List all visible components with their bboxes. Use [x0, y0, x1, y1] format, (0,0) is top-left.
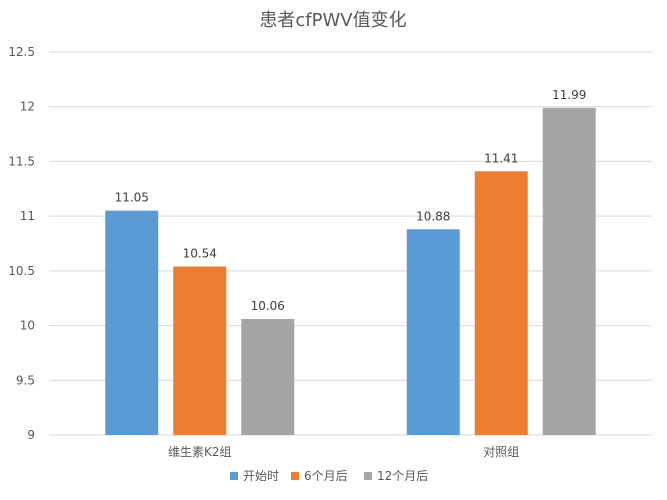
y-tick-label: 12.5 [8, 45, 35, 59]
legend: 开始时 6个月后 12个月后 [230, 469, 428, 483]
bar [474, 171, 528, 435]
data-label: 11.05 [115, 191, 149, 205]
y-tick-label: 10.5 [8, 264, 35, 278]
data-label: 10.54 [183, 246, 217, 260]
data-label: 10.88 [416, 209, 450, 223]
bar [173, 266, 227, 435]
x-axis-categories: 维生素K2组 对照组 [168, 445, 519, 459]
legend-swatch [364, 472, 372, 480]
y-tick-label: 9 [27, 428, 35, 442]
legend-label: 开始时 [243, 469, 279, 483]
y-axis-ticks: 9 9.5 10 10.5 11 11.5 12 12.5 [8, 45, 35, 442]
y-tick-label: 10 [20, 319, 35, 333]
bars [105, 107, 596, 436]
y-tick-label: 9.5 [16, 373, 35, 387]
y-tick-label: 12 [20, 100, 35, 114]
chart-title: 患者cfPWV值变化 [259, 10, 406, 31]
data-labels: 11.05 10.54 10.06 10.88 11.41 11.99 [115, 88, 587, 313]
y-tick-label: 11 [20, 209, 35, 223]
legend-swatch [291, 472, 299, 480]
data-label: 11.41 [484, 151, 518, 165]
data-label: 10.06 [251, 299, 285, 313]
legend-swatch [230, 472, 238, 480]
x-category-label: 对照组 [483, 445, 519, 459]
bar [241, 319, 295, 435]
bar [406, 229, 460, 435]
legend-label: 6个月后 [304, 469, 348, 483]
legend-label: 12个月后 [377, 469, 428, 483]
bar [105, 210, 159, 435]
x-category-label: 维生素K2组 [168, 445, 232, 459]
bar [542, 107, 596, 436]
y-tick-label: 11.5 [8, 154, 35, 168]
data-label: 11.99 [552, 88, 586, 102]
